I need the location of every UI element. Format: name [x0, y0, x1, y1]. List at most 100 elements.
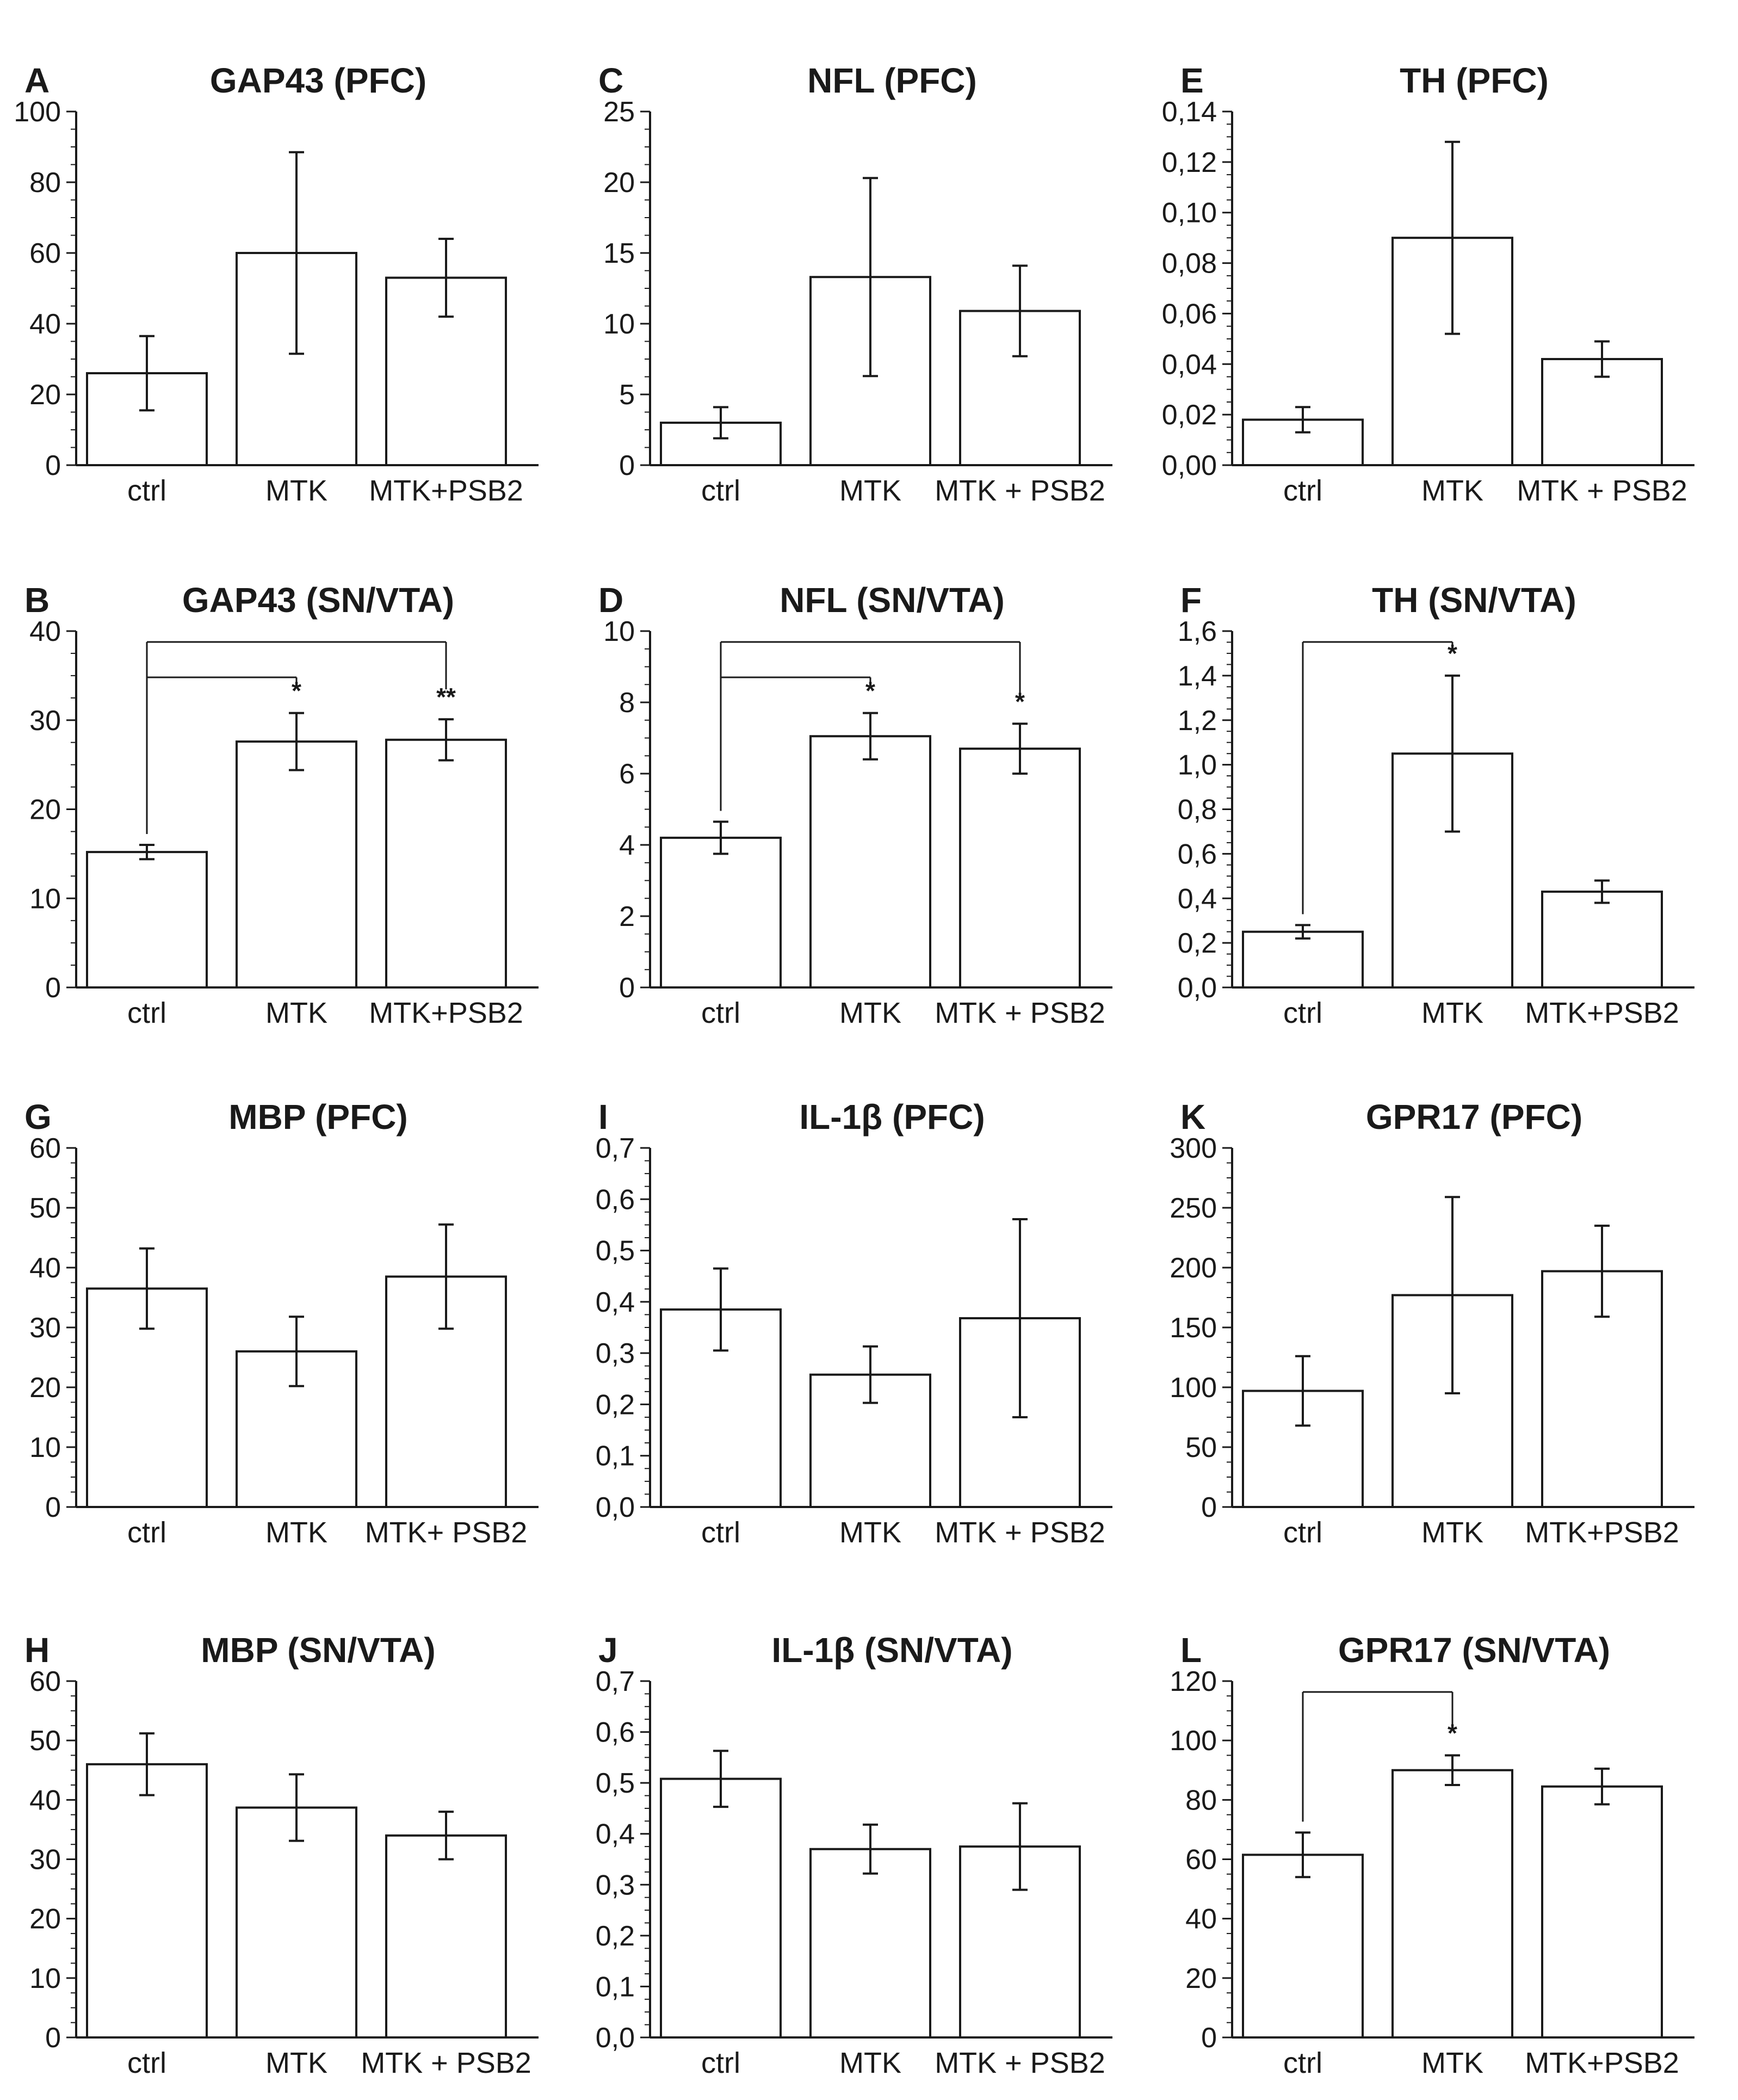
y-tick-label: 1,6	[1178, 616, 1217, 647]
y-tick-label: 0,5	[596, 1236, 635, 1267]
y-tick-label: 0	[1201, 2022, 1217, 2054]
y-tick-label: 100	[1170, 1725, 1217, 1757]
bar-0	[660, 836, 782, 989]
chart-panel-l: L GPR17 (SN/VTA) 0 20 40 60 80 100 120 ctrl MTK MTK…	[1170, 1630, 1694, 2079]
y-tick-label: 0,0	[596, 1492, 635, 1523]
y-tick-label: 50	[29, 1193, 61, 1224]
category-label-2: MTK+PSB2	[1525, 1516, 1679, 1549]
chart-title: NFL (PFC)	[807, 61, 977, 100]
panel-letter: F	[1180, 580, 1202, 620]
category-label-0: ctrl	[701, 997, 740, 1029]
category-label-2: MTK + PSB2	[935, 474, 1105, 507]
chart-panel-b: B GAP43 (SN/VTA) 0 10 20 30 40 ctrl MTK MTK+PSB2 *…	[24, 580, 539, 1029]
y-tick-label: 200	[1170, 1252, 1217, 1284]
y-tick-label: 60	[29, 1666, 61, 1697]
panel-letter: G	[24, 1097, 52, 1137]
category-label-0: ctrl	[701, 2047, 740, 2079]
y-tick-label: 10	[29, 883, 61, 915]
y-tick-label: 0,0	[1178, 972, 1217, 1004]
bar-2	[385, 1834, 507, 2039]
significance-marker: *	[865, 677, 875, 705]
bar-0	[86, 851, 208, 989]
y-tick-label: 50	[29, 1725, 61, 1757]
y-tick-label: 150	[1170, 1312, 1217, 1344]
category-label-1: MTK	[839, 474, 901, 507]
y-tick-label: 60	[1185, 1844, 1217, 1876]
category-label-2: MTK+PSB2	[369, 474, 523, 507]
y-tick-label: 40	[29, 1784, 61, 1816]
y-tick-label: 120	[1170, 1666, 1217, 1697]
panel-letter: D	[598, 580, 623, 620]
y-tick-label: 20	[29, 379, 61, 411]
bar-2	[1541, 890, 1663, 989]
y-tick-label: 80	[29, 167, 61, 199]
y-tick-label: 0	[45, 972, 61, 1004]
y-tick-label: 60	[29, 238, 61, 269]
y-tick-label: 10	[603, 616, 635, 647]
y-tick-label: 40	[29, 308, 61, 340]
y-tick-label: 1,4	[1178, 660, 1217, 692]
y-tick-label: 50	[1185, 1432, 1217, 1463]
chart-panel-e: E TH (PFC) 0,00 0,02 0,04 0,06 0,08 0,10 0,12 0,1…	[1162, 61, 1694, 507]
chart-title: MBP (SN/VTA)	[201, 1630, 435, 1670]
y-tick-label: 0,00	[1162, 450, 1217, 481]
category-label-1: MTK	[839, 997, 901, 1029]
category-label-1: MTK	[839, 2047, 901, 2079]
y-tick-label: 0,10	[1162, 197, 1217, 229]
y-tick-label: 40	[29, 1252, 61, 1284]
y-tick-label: 0,3	[596, 1338, 635, 1369]
significance-marker: *	[1015, 687, 1025, 715]
category-label-1: MTK	[1421, 2047, 1483, 2079]
category-label-2: MTK + PSB2	[935, 2047, 1105, 2079]
significance-marker: *	[292, 677, 301, 705]
y-tick-label: 60	[29, 1133, 61, 1164]
y-tick-label: 0	[619, 972, 635, 1004]
y-tick-label: 0,4	[596, 1287, 635, 1318]
y-tick-label: 8	[619, 687, 635, 719]
y-tick-label: 40	[1185, 1904, 1217, 1935]
y-tick-label: 250	[1170, 1193, 1217, 1224]
panel-letter: E	[1180, 61, 1204, 100]
y-tick-label: 0	[619, 450, 635, 481]
y-tick-label: 6	[619, 758, 635, 790]
category-label-0: ctrl	[1283, 997, 1322, 1029]
category-label-0: ctrl	[127, 1516, 166, 1549]
chart-title: IL-1β (PFC)	[799, 1097, 985, 1137]
category-label-2: MTK+ PSB2	[365, 1516, 528, 1549]
y-tick-label: 0,04	[1162, 349, 1217, 380]
chart-title: GAP43 (PFC)	[210, 61, 426, 100]
y-tick-label: 30	[29, 1844, 61, 1876]
y-tick-label: 4	[619, 830, 635, 861]
category-label-1: MTK	[265, 997, 327, 1029]
category-label-2: MTK+PSB2	[369, 997, 523, 1029]
panel-letter: B	[24, 580, 50, 620]
chart-title: TH (PFC)	[1400, 61, 1549, 100]
significance-marker: *	[1448, 1719, 1457, 1747]
chart-panel-d: D NFL (SN/VTA) 0 2 4 6 8 10 ctrl MTK MTK + PSB2 * *	[598, 580, 1112, 1029]
chart-panel-i: I IL-1β (PFC) 0,0 0,1 0,2 0,3 0,4 0,5 0,6 0,7 ctrl…	[596, 1097, 1112, 1549]
category-label-2: MTK+PSB2	[1525, 997, 1679, 1029]
y-tick-label: 0,3	[596, 1869, 635, 1901]
y-tick-label: 0	[1201, 1492, 1217, 1523]
bar-2	[1541, 1785, 1663, 2039]
y-tick-label: 80	[1185, 1784, 1217, 1816]
bar-1	[236, 740, 357, 989]
bar-1	[809, 735, 931, 989]
y-tick-label: 15	[603, 238, 635, 269]
panel-letter: I	[598, 1097, 608, 1137]
chart-panel-k: K GPR17 (PFC) 0 50 100 150 200 250 300 ctrl MTK MTK…	[1170, 1097, 1694, 1549]
y-tick-label: 2	[619, 901, 635, 932]
y-tick-label: 10	[603, 308, 635, 340]
chart-title: IL-1β (SN/VTA)	[771, 1630, 1012, 1670]
y-tick-label: 0,7	[596, 1133, 635, 1164]
chart-panel-a: A GAP43 (PFC) 0 20 40 60 80 100 ctrl MTK MTK+PSB2	[14, 61, 539, 507]
chart-panel-j: J IL-1β (SN/VTA) 0,0 0,1 0,2 0,3 0,4 0,5 0,6 0,7 c…	[596, 1630, 1112, 2079]
category-label-1: MTK	[839, 1516, 901, 1549]
y-tick-label: 0,2	[1178, 928, 1217, 959]
bar-1	[236, 1806, 357, 2039]
bar-0	[1242, 1854, 1364, 2039]
category-label-1: MTK	[1421, 1516, 1483, 1549]
category-label-0: ctrl	[1283, 1516, 1322, 1549]
y-tick-label: 25	[603, 96, 635, 128]
